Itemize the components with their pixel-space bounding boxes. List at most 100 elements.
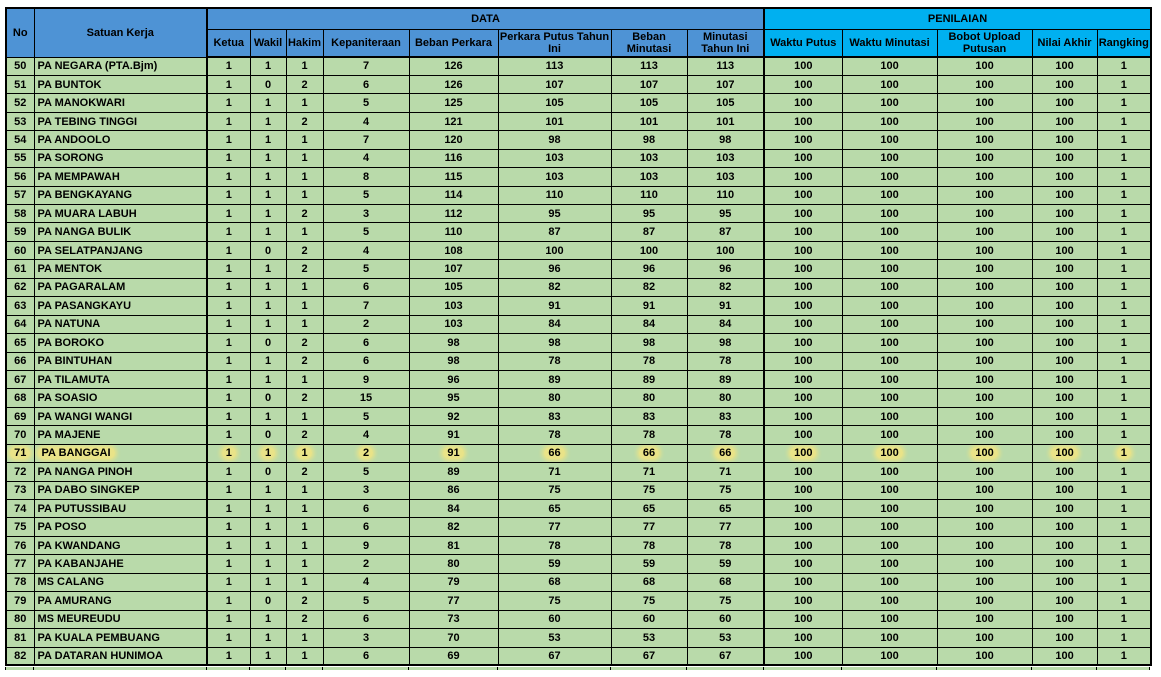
cell-value: 1: [225, 263, 232, 276]
cell-value: 100: [975, 428, 994, 441]
cell-nilai-akhir: 100: [1031, 425, 1098, 445]
cell-value: 100: [880, 189, 899, 202]
cell-value: 6: [362, 336, 370, 349]
cell-value: 1: [1120, 539, 1127, 552]
cell-ketua: 1: [206, 462, 251, 482]
cell-ketua: 1: [206, 277, 251, 298]
cell-value: 100: [975, 576, 994, 589]
table-row: 61 PA MENTOK 1 1 2 5 107 96 96 96 100 100 100 100 1: [5, 259, 1152, 279]
cell-no: 72: [5, 462, 35, 482]
cell-hakim: 1: [285, 535, 324, 556]
cell-value: 4: [362, 115, 370, 128]
cell-value: 1: [264, 115, 272, 128]
cell-value: 56: [14, 170, 27, 183]
cell-bobot-upload-putusan: 100: [936, 351, 1033, 371]
cell-satuan-kerja: PA TILAMUTA: [33, 369, 208, 390]
cell-value: 105: [716, 97, 735, 110]
cell-beban-perkara: 96: [408, 369, 499, 390]
cell-hakim: 1: [285, 148, 324, 169]
cell-ketua: 1: [206, 111, 251, 132]
cell-ketua: 1: [206, 388, 251, 408]
cell-value: 100: [794, 373, 813, 386]
cell-value: PA SELATPANJANG: [37, 244, 143, 257]
cell-waktu-minutasi: 100: [841, 535, 938, 556]
cell-value: 1: [1120, 410, 1127, 423]
col-header-waktu-minutasi: Waktu Minutasi: [841, 29, 938, 58]
cell-kepaniteraan: 5: [322, 185, 410, 206]
cell-wakil: 1: [249, 351, 287, 371]
cell-value: 100: [1055, 521, 1074, 534]
cell-value: 1: [1120, 115, 1127, 128]
cell-value: 71: [548, 465, 561, 478]
cell-no: 55: [5, 148, 35, 169]
cell-value: 2: [301, 336, 308, 349]
cell-rangking: 1: [1096, 425, 1152, 445]
table-row: 51 PA BUNTOK 1 0 2 6 126 107 107 107 100 100 100 100 1: [5, 74, 1152, 95]
cell-value: 83: [642, 410, 656, 423]
cell-value: 100: [975, 355, 994, 368]
cell-value: 75: [719, 594, 732, 607]
cell-value: 100: [1055, 502, 1074, 515]
cell-nilai-akhir: 100: [1031, 259, 1098, 279]
cell-value: PA MEMPAWAH: [37, 170, 120, 183]
cell-ketua: 1: [206, 93, 251, 113]
cell-value: 1: [1120, 318, 1127, 331]
cell-kepaniteraan: 9: [322, 535, 410, 556]
cell-satuan-kerja: PA MAJENE: [33, 425, 208, 445]
cell-value: 100: [794, 355, 813, 368]
cell-value: 110: [716, 189, 735, 202]
cell-value: 100: [880, 170, 899, 183]
cell-minutasi-tahun-ini: 78: [686, 425, 765, 445]
cell-perkara-putus-tahun-ini: 78: [497, 351, 612, 371]
cell-value: PA BENGKAYANG: [37, 189, 133, 202]
cell-value: 1: [264, 649, 272, 662]
cell-nilai-akhir: 100: [1031, 388, 1098, 408]
cell-value: 60: [719, 613, 732, 626]
table-row: 56 PA MEMPAWAH 1 1 1 8 115 103 103 103 100 100 100 10…: [5, 167, 1152, 187]
cell-value: 100: [794, 465, 813, 478]
cell-value: 112: [444, 207, 463, 220]
table-row: 82 PA DATARAN HUNIMOA 1 1 1 6 69 67 67 67 100 100 10…: [5, 646, 1152, 666]
cell-no: 62: [5, 277, 35, 298]
cell-value: 100: [1055, 613, 1074, 626]
cell-value: 100: [880, 152, 899, 165]
cell-beban-minutasi: 101: [610, 111, 688, 132]
cell-waktu-putus: 100: [763, 240, 843, 261]
cell-value: 1: [301, 576, 308, 589]
cell-satuan-kerja: PA BINTUHAN: [33, 351, 208, 371]
cell-rangking: 1: [1096, 111, 1152, 132]
cell-beban-perkara: 125: [408, 93, 499, 113]
cell-rangking: 1: [1096, 314, 1152, 335]
cell-value: 78: [548, 355, 561, 368]
cell-minutasi-tahun-ini: 98: [686, 333, 765, 353]
cell-wakil: 0: [249, 74, 287, 95]
cell-minutasi-tahun-ini: 60: [686, 609, 765, 630]
cell-value: 100: [794, 226, 813, 239]
cell-satuan-kerja: PA NEGARA (PTA.Bjm): [33, 56, 208, 76]
cell-value: 91: [642, 299, 656, 312]
col-header-no: No: [5, 7, 35, 58]
cell-value: 4: [362, 428, 370, 441]
col-header-ketua: Ketua: [206, 29, 251, 58]
cell-ketua: 1: [206, 222, 251, 242]
cell-minutasi-tahun-ini: 107: [686, 74, 765, 95]
cell-value: 125: [444, 97, 463, 110]
cell-waktu-putus: 100: [763, 646, 843, 666]
cell-beban-perkara: 91: [408, 425, 499, 445]
cell-value: 100: [975, 649, 994, 662]
cell-hakim: 1: [285, 443, 324, 464]
cell-wakil: 1: [249, 517, 287, 537]
cell-waktu-putus: 100: [763, 259, 843, 279]
cell-value: 1: [1116, 447, 1131, 460]
cell-value: 82: [548, 281, 561, 294]
cell-value: 1: [301, 318, 308, 331]
cell-value: 100: [880, 336, 899, 349]
cell-no: 59: [5, 222, 35, 242]
cell-value: PA BOROKO: [37, 336, 105, 349]
cell-bobot-upload-putusan: 100: [936, 369, 1033, 390]
cell-value: 98: [548, 133, 561, 146]
cell-value: 75: [719, 484, 732, 497]
cell-value: 2: [301, 428, 308, 441]
cell-perkara-putus-tahun-ini: 65: [497, 498, 612, 519]
cell-ketua: 1: [206, 591, 251, 611]
